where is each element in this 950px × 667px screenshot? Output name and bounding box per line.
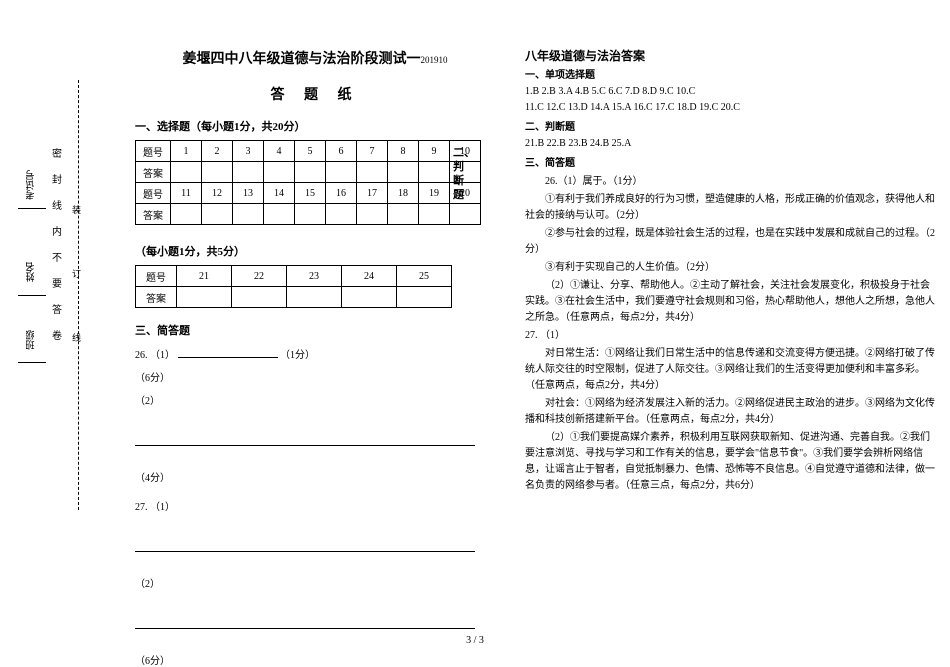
answer-cell: 23	[287, 266, 342, 287]
answer-cell	[357, 162, 388, 183]
label-name: 姓名	[24, 262, 39, 282]
binding-sidebar: 班级 姓名 考试号 密 封 线 内 不 要 答 卷 装 订 线	[0, 0, 90, 658]
a27-2: 对社会：①网络为经济发展注入新的活力。②网络促进民主政治的进步。③网络为文化传播…	[525, 396, 935, 428]
answer-cell	[397, 287, 452, 308]
answer-cell	[233, 204, 264, 225]
answer-cell	[232, 287, 287, 308]
answer-cell	[171, 204, 202, 225]
ans-sec2: 二、判断题	[525, 120, 935, 136]
section1-head: 一、选择题（每小题1分，共20分）	[135, 118, 495, 134]
ans-line2: 11.C 12.C 13.D 14.A 15.A 16.C 17.C 18.D …	[525, 100, 935, 116]
answer-cell: 2	[202, 141, 233, 162]
answer-cell	[233, 162, 264, 183]
answer-cell: 8	[388, 141, 419, 162]
q27-marks6: （6分）	[135, 652, 495, 667]
answer-cell: 24	[342, 266, 397, 287]
row-label: 答案	[136, 162, 171, 183]
exam-title: 姜堰四中八年级道德与法治阶段测试一201910	[135, 48, 495, 68]
answer-cell: 22	[232, 266, 287, 287]
answer-cell: 5	[295, 141, 326, 162]
answer-cell: 15	[295, 183, 326, 204]
answer-cell	[326, 204, 357, 225]
answer-key: 八年级道德与法治答案 一、单项选择题 1.B 2.B 3.A 4.B 5.C 6…	[525, 48, 935, 496]
answer-sheet: 姜堰四中八年级道德与法治阶段测试一201910 答 题 纸 一、选择题（每小题1…	[135, 48, 495, 667]
answer-cell: 16	[326, 183, 357, 204]
page-number: 3 / 3	[0, 635, 950, 646]
ans-line3: 21.B 22.B 23.B 24.B 25.A	[525, 136, 935, 152]
answer-cell	[388, 204, 419, 225]
a26-5: （2）①谦让、分享、帮助他人。②主动了解社会，关注社会发展变化，积极投身于社会实…	[525, 278, 935, 326]
section3-head: 三、简答题	[135, 322, 495, 338]
a26-4: ③有利于实现自己的人生价值。（2分）	[525, 260, 935, 276]
row-label: 题号	[136, 266, 177, 287]
answer-cell	[357, 204, 388, 225]
choice-table: 题号12345678910答案题号11121314151617181920答案	[135, 140, 481, 225]
answer-cell	[171, 162, 202, 183]
answer-cell: 21	[177, 266, 232, 287]
a27-3: （2）①我们要提高媒介素养，积极利用互联网获取新知、促进沟通、完善自我。②我们要…	[525, 430, 935, 494]
answer-cell: 7	[357, 141, 388, 162]
q27: 27. （1）	[135, 498, 495, 513]
line-class	[18, 362, 46, 363]
answer-cell: 13	[233, 183, 264, 204]
answer-cell: 18	[388, 183, 419, 204]
ans-line1: 1.B 2.B 3.A 4.B 5.C 6.C 7.D 8.D 9.C 10.C	[525, 84, 935, 100]
row-label: 答案	[136, 204, 171, 225]
label-examno: 考试号	[24, 170, 39, 200]
blank-line	[135, 445, 475, 446]
answer-cell	[202, 204, 233, 225]
answer-cell: 6	[326, 141, 357, 162]
q27-p2: （2）	[135, 575, 495, 590]
answer-cell: 9	[419, 141, 450, 162]
a26-1: 26.（1）属于。（1分）	[525, 174, 935, 190]
blank-line-2	[135, 551, 475, 552]
line-examno	[18, 208, 46, 209]
answer-cell	[287, 287, 342, 308]
ans-sec1: 一、单项选择题	[525, 68, 935, 84]
paper-label: 答 题 纸	[135, 84, 495, 104]
answer-title: 八年级道德与法治答案	[525, 48, 935, 64]
answer-cell	[388, 162, 419, 183]
blank-line-3	[135, 628, 475, 629]
answer-cell	[342, 287, 397, 308]
binding-text: 密 封 线 内 不 要 答 卷	[52, 142, 64, 350]
answer-cell: 1	[171, 141, 202, 162]
answer-cell	[295, 162, 326, 183]
answer-cell	[450, 204, 481, 225]
row-label: 题号	[136, 183, 171, 204]
answer-cell	[419, 204, 450, 225]
row-label: 题号	[136, 141, 171, 162]
section2-vertical: 二、判断题	[453, 146, 467, 202]
answer-cell	[177, 287, 232, 308]
answer-cell: 12	[202, 183, 233, 204]
label-class: 班级	[24, 330, 39, 350]
answer-cell: 14	[264, 183, 295, 204]
answer-cell	[419, 162, 450, 183]
q26: 26. （1） （1分）	[135, 346, 495, 361]
a26-2: ①有利于我们养成良好的行为习惯，塑造健康的人格，形成正确的价值观念，获得他人和社…	[525, 192, 935, 224]
answer-cell: 3	[233, 141, 264, 162]
q26-p2: （2）	[135, 392, 495, 407]
answer-cell	[295, 204, 326, 225]
answer-cell	[264, 204, 295, 225]
answer-cell: 11	[171, 183, 202, 204]
answer-cell	[264, 162, 295, 183]
answer-cell: 17	[357, 183, 388, 204]
cut-text: 装 订 线	[72, 178, 84, 370]
a27-1: 对日常生活：①网络让我们日常生活中的信息传递和交流变得方便迅捷。②网络打破了传统…	[525, 346, 935, 394]
answer-cell	[326, 162, 357, 183]
a27-head: 27. （1）	[525, 328, 935, 344]
row-label: 答案	[136, 287, 177, 308]
answer-cell: 19	[419, 183, 450, 204]
line-name	[18, 295, 46, 296]
answer-cell: 4	[264, 141, 295, 162]
ans-sec3: 三、简答题	[525, 156, 935, 172]
judge-table: 题号2122232425 答案	[135, 265, 452, 308]
a26-3: ②参与社会的过程，既是体验社会生活的过程，也是在实践中发展和成就自己的过程。（2…	[525, 226, 935, 258]
answer-cell	[202, 162, 233, 183]
answer-cell: 25	[397, 266, 452, 287]
q26-marks4: （4分）	[135, 469, 495, 484]
q26-marks: （6分）	[135, 369, 495, 384]
section2-head: （每小题1分，共5分）	[135, 243, 495, 259]
